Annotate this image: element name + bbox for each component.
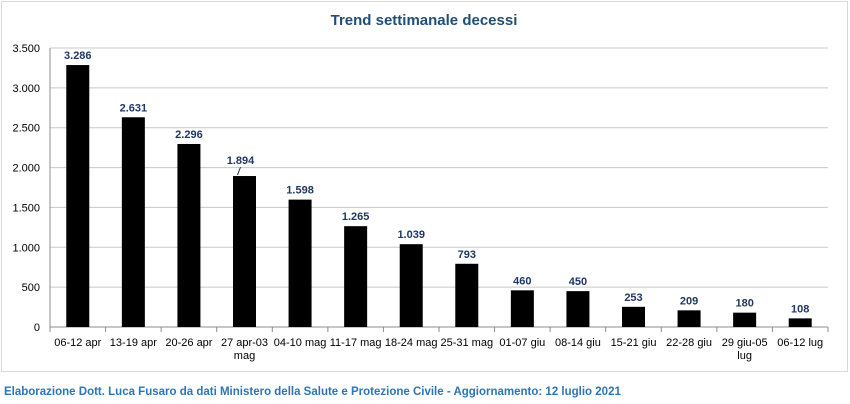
bar [733,312,757,327]
bar [455,263,479,327]
bar [66,65,90,327]
x-tick-label: 06-12 apr [54,337,101,349]
bar [788,318,812,327]
gridlines [49,47,828,328]
data-label: 793 [458,249,476,261]
bar [233,176,256,327]
data-label: 460 [513,275,531,287]
bar [622,306,645,327]
data-label: 209 [680,295,698,307]
data-label: 1.265 [342,211,370,223]
chart-title: Trend settimanale decessi [330,12,518,29]
x-tick-label: 01-07 giu [499,337,545,349]
data-label: 2.631 [120,102,148,114]
x-tick-label: 15-21 giu [611,337,657,349]
x-tick-label: 13-19 apr [110,337,157,349]
y-tick-label: 0 [34,322,40,334]
source-footer: Elaborazione Dott. Luca Fusaro da dati M… [4,386,621,398]
y-tick-label: 500 [22,282,40,294]
data-label: 1.598 [286,185,314,197]
bar [288,199,312,327]
y-tick-label: 2.500 [12,123,40,135]
x-axis-ticks: 06-12 apr 13-19 apr 20-26 apr 27 apr-03 mag 0… [49,327,829,362]
y-tick-label: 1.000 [12,242,40,254]
x-tick-label: 11-17 mag [330,337,382,349]
x-tick-label: 29 giu-05 lug [722,337,768,362]
y-tick-label: 1.500 [12,202,40,214]
x-tick-label: 22-28 giu [666,337,712,349]
data-label: 180 [735,298,753,310]
bars [66,65,812,327]
bar [344,226,368,327]
y-tick-label: 2.000 [12,163,40,175]
bar [566,291,590,327]
bar [510,290,534,327]
bar [399,244,423,327]
x-tick-label: 20-26 apr [165,337,212,349]
y-axis-ticks: 0 500 1.000 1.500 2.000 2.500 3.000 3.500 [12,43,40,334]
data-labels: 3.286 2.631 2.296 1.894 1.598 1.265 1.039 793 46… [64,50,809,315]
bar [177,143,201,327]
y-tick-label: 3.500 [12,43,40,55]
bar-chart: 0 500 1.000 1.500 2.000 2.500 3.000 3.500 3.286… [12,43,829,362]
data-label: 3.286 [64,50,92,62]
x-tick-label: 27 apr-03 mag [221,337,268,362]
x-tick-label: 18-24 mag [385,337,438,349]
x-tick-label: 08-14 giu [555,337,601,349]
data-label: 1.894 [227,155,255,167]
bar [677,310,701,327]
data-label: 1.039 [397,229,425,241]
data-label: 450 [569,276,587,288]
data-label-leader [237,166,241,176]
bar [121,117,145,327]
data-label: 253 [624,292,642,304]
y-tick-label: 3.000 [12,83,40,95]
data-label: 2.296 [175,129,203,141]
x-tick-label: 25-31 mag [440,337,493,349]
data-label: 108 [791,303,809,315]
x-tick-label: 04-10 mag [274,337,327,349]
x-tick-label: 06-12 lug [777,337,823,349]
